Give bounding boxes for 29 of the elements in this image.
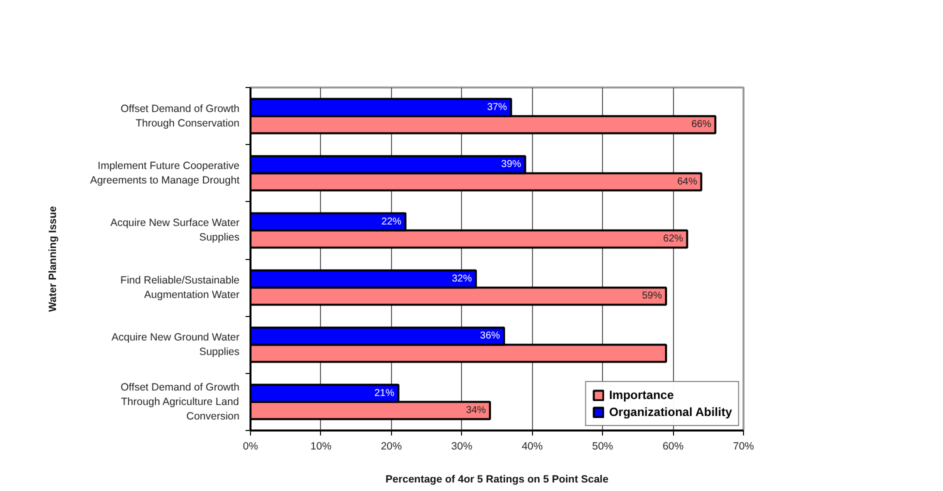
y-tick-label: Implement Future Cooperative Agreements to Manage Drought xyxy=(90,160,240,186)
data-label: 32% xyxy=(452,274,472,285)
data-label: 34% xyxy=(466,404,486,416)
x-tick-label: 0% xyxy=(242,440,258,452)
data-label: 66% xyxy=(691,119,712,130)
data-label: 21% xyxy=(374,388,395,399)
x-tick-label: 50% xyxy=(592,440,614,452)
data-label: 64% xyxy=(677,176,698,188)
data-label: 39% xyxy=(501,159,522,170)
y-tick-label: Offset Demand of Growth Through Agriculture Land Conversion xyxy=(120,382,240,422)
data-label: 62% xyxy=(663,233,684,244)
x-tick-label: 60% xyxy=(662,440,684,452)
data-label: 59% xyxy=(642,290,662,302)
data-label: 37% xyxy=(487,102,508,114)
x-tick-label: 30% xyxy=(451,440,472,452)
data-label: 36% xyxy=(480,330,500,342)
y-tick-label: Offset Demand of Growth Through Conservation xyxy=(120,102,240,130)
y-tick-label: Acquire New Surface Water Supplies xyxy=(110,217,240,244)
data-label: 22% xyxy=(381,216,402,228)
x-tick-label: 10% xyxy=(310,440,332,452)
y-axis-title: Water Planning Issue xyxy=(47,206,60,312)
x-axis-title: Percentage of 4or 5 Ratings on 5 Point Scale xyxy=(386,474,609,486)
y-tick-label: Acquire New Ground Water Supplies xyxy=(112,332,240,358)
legend-label: Importance xyxy=(609,388,674,402)
x-tick-label: 20% xyxy=(380,440,402,452)
legend-label: Organizational Ability xyxy=(609,405,732,419)
x-tick-label: 40% xyxy=(522,440,543,452)
y-tick-label: Find Reliable/Sustainable Augmentation Water xyxy=(120,274,240,301)
x-tick-label: 70% xyxy=(732,440,754,452)
